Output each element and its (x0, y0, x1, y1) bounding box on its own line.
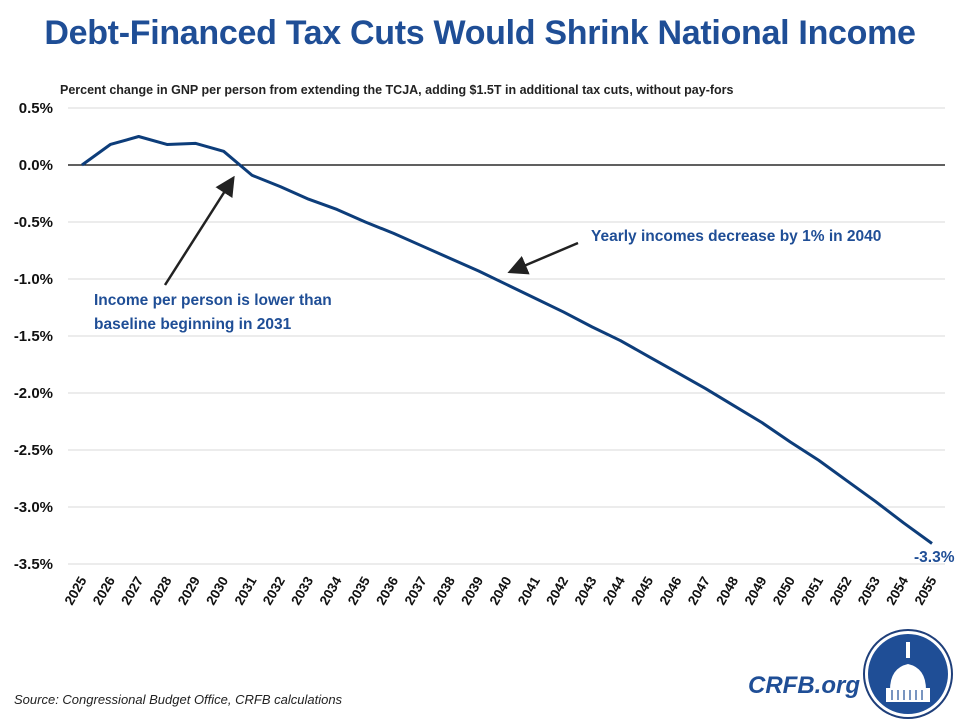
x-tick-label: 2052 (827, 574, 855, 608)
x-tick-label: 2033 (288, 574, 316, 608)
annotation-2031: Income per person is lower than baseline… (94, 289, 332, 337)
y-tick-label: -2.5% (14, 442, 53, 459)
chart-title: Debt-Financed Tax Cuts Would Shrink Nati… (44, 14, 916, 52)
x-tick-label: 2049 (742, 574, 770, 608)
x-tick-label: 2028 (147, 574, 175, 608)
x-tick-label: 2043 (572, 574, 600, 608)
x-tick-label: 2050 (770, 574, 798, 608)
x-tick-label: 2054 (883, 574, 911, 608)
x-tick-label: 2034 (317, 574, 345, 608)
y-tick-label: -1.5% (14, 328, 53, 345)
x-tick-label: 2037 (402, 574, 430, 608)
y-tick-label: 0.0% (19, 157, 53, 174)
x-tick-label: 2040 (487, 574, 515, 608)
y-tick-label: 0.5% (19, 100, 53, 117)
x-tick-label: 2053 (855, 574, 883, 608)
x-tick-label: 2030 (203, 574, 231, 608)
annotation-2031-line2: baseline beginning in 2031 (94, 316, 292, 333)
y-tick-label: -1.0% (14, 271, 53, 288)
arrow-2040 (507, 241, 579, 275)
x-tick-label: 2046 (657, 574, 685, 608)
x-tick-label: 2055 (912, 574, 940, 608)
capitol-dome-icon (863, 629, 953, 719)
chart-subtitle: Percent change in GNP per person from ex… (60, 83, 734, 97)
x-tick-label: 2036 (373, 574, 401, 608)
arrow-2031 (163, 175, 235, 286)
series-line (81, 135, 933, 545)
x-tick-label: 2038 (430, 574, 458, 608)
x-tick-label: 2044 (600, 574, 628, 608)
x-tick-label: 2032 (260, 574, 288, 608)
x-tick-label: 2031 (232, 574, 260, 608)
end-value-label: -3.3% (914, 549, 955, 566)
source-note: Source: Congressional Budget Office, CRF… (14, 692, 343, 707)
annotation-2031-line1: Income per person is lower than (94, 292, 332, 309)
x-tick-label: 2051 (798, 574, 826, 608)
x-tick-label: 2025 (62, 574, 90, 608)
x-tick-label: 2039 (458, 574, 486, 608)
annotation-2040: Yearly incomes decrease by 1% in 2040 (591, 228, 882, 245)
x-tick-label: 2042 (543, 574, 571, 608)
y-tick-label: -2.0% (14, 385, 53, 402)
x-tick-label: 2045 (628, 574, 656, 608)
x-tick-label: 2027 (118, 574, 146, 608)
x-tick-label: 2035 (345, 574, 373, 608)
y-tick-label: -3.0% (14, 499, 53, 516)
brand-link[interactable]: CRFB.org (748, 672, 860, 699)
x-tick-label: 2047 (685, 574, 713, 608)
x-tick-label: 2041 (515, 574, 543, 608)
x-tick-label: 2029 (175, 574, 203, 608)
x-tick-label: 2026 (90, 574, 118, 608)
y-tick-label: -3.5% (14, 556, 53, 573)
y-tick-label: -0.5% (14, 214, 53, 231)
x-tick-label: 2048 (713, 574, 741, 608)
